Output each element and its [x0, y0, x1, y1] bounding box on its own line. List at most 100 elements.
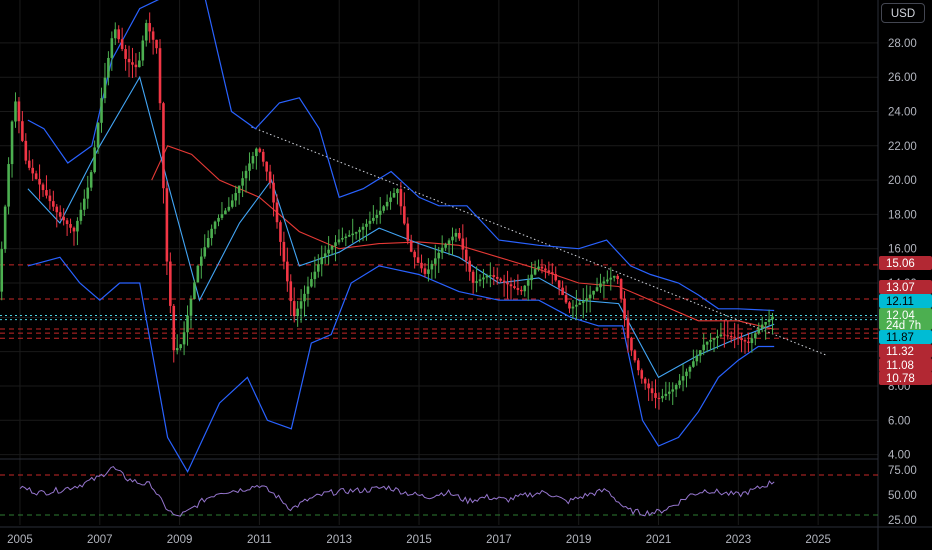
candle-body: [14, 101, 17, 122]
candle-body: [286, 261, 289, 282]
price-badge-value: 10.78: [886, 373, 915, 385]
candle-body: [268, 171, 272, 183]
candle-body: [489, 275, 492, 277]
price-badge: [879, 308, 932, 330]
candle-body: [633, 350, 637, 361]
candle-body: [248, 163, 251, 171]
price-tick-label: 18.00: [888, 209, 917, 221]
candle-body: [79, 209, 83, 221]
candle-body: [478, 279, 482, 282]
candle-body: [203, 247, 207, 257]
candle-body: [516, 288, 520, 290]
candle-body: [678, 380, 681, 385]
candle-body: [526, 280, 530, 286]
candle-body: [210, 228, 213, 239]
candle-body: [275, 202, 279, 223]
candle-body: [757, 328, 761, 334]
candle-body: [427, 269, 430, 274]
candle-body: [65, 220, 69, 225]
candle-body: [409, 240, 413, 252]
candle-body: [420, 262, 423, 269]
moving-averages: [27, 75, 775, 379]
candle-body: [767, 319, 771, 322]
candle-body: [241, 178, 244, 186]
candle-body: [537, 266, 540, 270]
candle-body: [754, 333, 757, 339]
currency-button[interactable]: USD: [881, 3, 925, 23]
candle-body: [368, 220, 372, 224]
price-badge-value: 11.87: [886, 332, 914, 344]
price-badge-value: 13.07: [886, 282, 915, 294]
candle-body: [103, 77, 107, 99]
price-badge-value: 11.32: [886, 346, 914, 358]
candle-body: [530, 274, 533, 281]
candle-body: [385, 201, 389, 207]
candle-body: [361, 226, 365, 230]
candle-body: [354, 232, 358, 234]
candle-body: [310, 279, 313, 287]
price-badge: [879, 294, 932, 308]
candle-body: [34, 173, 38, 179]
candle-body: [502, 280, 506, 283]
price-tick-label: 16.00: [888, 244, 917, 256]
candle-body: [327, 249, 330, 254]
candle-body: [265, 161, 268, 172]
candle-body: [640, 370, 644, 379]
price-badge: [879, 371, 932, 385]
time-tick-label: 2017: [486, 534, 512, 546]
candle-body: [403, 206, 406, 224]
candle-body: [52, 201, 55, 207]
price-badge: [879, 330, 932, 344]
candle-body: [561, 287, 564, 296]
candle-body: [547, 270, 551, 273]
candle-body: [17, 101, 21, 122]
candle-body: [571, 306, 575, 309]
candle-body: [10, 121, 14, 165]
candle-body: [544, 268, 547, 271]
candle-body: [151, 31, 155, 40]
candle-body: [674, 384, 678, 390]
candle-body: [475, 281, 478, 283]
time-tick-label: 2019: [566, 534, 592, 546]
candle-body: [723, 334, 726, 336]
candle-body: [7, 164, 10, 207]
candle-body: [578, 302, 582, 305]
candle-body: [623, 298, 626, 319]
candle-body: [575, 304, 578, 307]
candle-body: [378, 210, 382, 215]
time-tick-label: 2005: [7, 534, 33, 546]
candle-body: [416, 257, 420, 263]
price-badge-value: 12.11: [886, 296, 914, 308]
candle-body: [485, 275, 489, 278]
price-badge: [879, 256, 932, 270]
candle-body: [568, 302, 571, 309]
price-badge: [879, 280, 932, 294]
candle-body: [654, 393, 657, 398]
candle-body: [733, 336, 736, 338]
price-badge-countdown: 24d 7h: [886, 320, 921, 332]
candle-body: [258, 148, 262, 152]
candle-body: [110, 38, 114, 58]
candle-body: [743, 340, 747, 342]
candle-body: [647, 383, 650, 389]
candle-body: [220, 214, 224, 218]
candle-body: [389, 197, 392, 202]
price-badge: [879, 358, 932, 372]
candle-body: [588, 294, 592, 299]
time-tick-label: 2015: [406, 534, 432, 546]
candle-body: [138, 60, 141, 68]
bollinger-lower-line: [27, 256, 775, 473]
candle-body: [186, 315, 189, 333]
time-axis[interactable]: 2005 2007 2009 2011 2013 2015 2017 2019 2021 2023…: [7, 534, 831, 546]
time-tick-label: 2025: [805, 534, 831, 546]
candle-body: [698, 350, 702, 356]
candle-body: [299, 301, 303, 309]
candle-body: [230, 200, 234, 207]
candle-body: [244, 170, 248, 179]
price-badge: [879, 344, 932, 358]
candle-body: [272, 182, 275, 203]
candle-body: [337, 239, 341, 243]
